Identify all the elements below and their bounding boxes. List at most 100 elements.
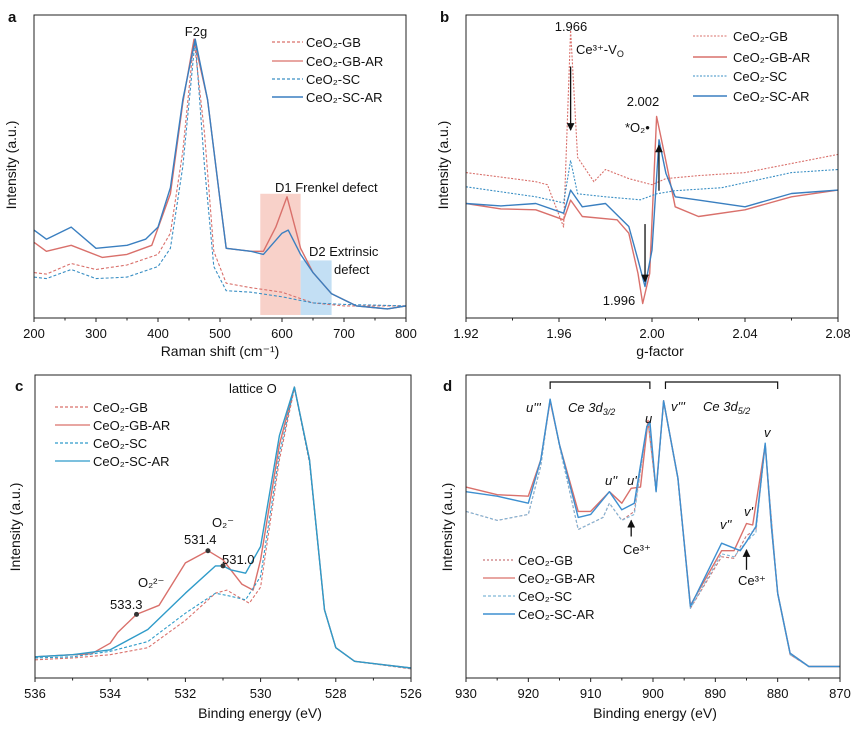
x-tick-label: 1.92 (453, 326, 478, 341)
x-tick-label: 536 (24, 686, 46, 701)
y-axis-title-b: Intensity (a.u.) (435, 121, 451, 210)
annotation-u: u (645, 411, 652, 426)
annotation-superoxide: *O₂• (625, 120, 650, 135)
annotation-v: v (764, 425, 772, 440)
annotation-ce-3d32-sub: 3/2 (603, 407, 616, 417)
legend-label: CeO₂-SC (733, 69, 787, 84)
x-tick-label: 526 (400, 686, 422, 701)
annotation-531-4: 531.4 (184, 532, 217, 547)
annotation-u2: u'' (605, 473, 618, 488)
x-tick-label: 500 (209, 326, 231, 341)
x-tick-label: 1.96 (546, 326, 571, 341)
legend-label: CeO₂-GB-AR (733, 50, 810, 65)
legend-label: CeO₂-SC-AR (93, 454, 170, 469)
series-line-ceo-sc-ar (33, 38, 407, 310)
x-tick-label: 700 (333, 326, 355, 341)
panel-label-b: b (440, 9, 449, 26)
annotation-v1: v' (744, 504, 754, 519)
x-axis-title-d: Binding energy (eV) (593, 705, 717, 721)
series-line-ceo-gb (33, 38, 406, 307)
legend-label: CeO₂-GB-AR (518, 571, 595, 586)
series-line-ceo-sc (34, 386, 412, 669)
x-tick-label: 920 (517, 686, 539, 701)
x-tick-label: 200 (23, 326, 45, 341)
annotation-ce3-b: Ce³⁺ (738, 573, 766, 588)
legend-d: CeO₂-GB CeO₂-GB-AR CeO₂-SC CeO₂-SC-AR (483, 553, 595, 622)
plot-area-c: 536 534 532 530 528 526 (24, 374, 422, 701)
x-axis-title-c: Binding energy (eV) (198, 705, 322, 721)
x-tick-label: 300 (85, 326, 107, 341)
legend-label: CeO₂-SC (518, 589, 572, 604)
x-tick-label: 400 (147, 326, 169, 341)
x-axis-title-b: g-factor (636, 343, 684, 359)
legend-c: CeO₂-GB CeO₂-GB-AR CeO₂-SC CeO₂-SC-AR (55, 400, 170, 469)
plot-area-d: 930 920 910 900 890 880 870 (455, 374, 851, 701)
annotation-ce-3d52-sub: 5/2 (738, 406, 751, 416)
annotation-ce3-a: Ce³⁺ (623, 542, 651, 557)
legend-label: CeO₂-GB (733, 29, 788, 44)
x-tick-label: 2.00 (639, 326, 664, 341)
legend-label: CeO₂-GB (518, 553, 573, 568)
peak-marker (205, 548, 211, 554)
legend-label: CeO₂-GB-AR (93, 418, 170, 433)
annotation-d2-defect: defect (334, 262, 370, 277)
x-axis-title-a: Raman shift (cm⁻¹) (161, 343, 280, 359)
x-tick-label: 600 (271, 326, 293, 341)
annotation-2002: 2.002 (627, 94, 660, 109)
plot-area-b: 1.92 1.96 2.00 2.04 2.08 (453, 14, 851, 341)
series-line-ceo-sc-ar (465, 139, 839, 288)
series-line-ceo-gb-ar (465, 115, 839, 305)
annotation-d2: D2 Extrinsic (309, 244, 379, 259)
plot-frame (465, 374, 841, 679)
annotation-lattice-o: lattice O (229, 381, 277, 396)
legend-label: CeO₂-SC (93, 436, 147, 451)
y-axis-title-a: Intensity (a.u.) (3, 121, 19, 210)
legend-label: CeO₂-SC-AR (518, 607, 595, 622)
x-tick-label: 890 (704, 686, 726, 701)
x-tick-label: 2.04 (732, 326, 757, 341)
annotation-v2: v'' (720, 517, 732, 532)
annotation-1996: 1.996 (603, 293, 636, 308)
series-line-ceo-gb (465, 29, 839, 228)
x-tick-label: 900 (642, 686, 664, 701)
annotation-1966: 1.966 (555, 19, 588, 34)
x-tick-label: 800 (395, 326, 417, 341)
legend-b: CeO₂-GB CeO₂-GB-AR CeO₂-SC CeO₂-SC-AR (693, 29, 810, 104)
bracket-ce3d52 (664, 381, 779, 389)
x-tick-label: 910 (580, 686, 602, 701)
annotation-f2g: F2g (185, 24, 207, 39)
annotation-v3: v''' (671, 399, 685, 414)
annotation-ce3-vo: Ce³⁺-VO (576, 42, 624, 59)
x-tick-label: 528 (325, 686, 347, 701)
x-tick-label: 870 (829, 686, 851, 701)
x-tick-label: 2.08 (825, 326, 850, 341)
annotation-531-0: 531.0 (222, 552, 255, 567)
annotation-u1: u' (627, 473, 637, 488)
panel-label-a: a (8, 9, 17, 26)
x-tick-label: 930 (455, 686, 477, 701)
annotation-ce-3d52: Ce 3d5/2 (703, 399, 750, 416)
x-tick-label: 530 (250, 686, 272, 701)
series-line-ceo-sc-ar (465, 398, 840, 668)
annotation-u3: u''' (526, 400, 541, 415)
panel-label-d: d (443, 378, 452, 395)
annotation-ce3-vo-main: Ce³⁺-V (576, 42, 617, 57)
annotation-ce-3d52-main: Ce 3d (703, 399, 738, 414)
panel-label-c: c (15, 378, 23, 395)
legend-label: CeO₂-GB (306, 35, 361, 50)
y-axis-title-d: Intensity (a.u.) (439, 483, 455, 572)
x-tick-label: 532 (175, 686, 197, 701)
annotation-ce3-vo-sub: O (617, 49, 624, 59)
annotation-d1: D1 Frenkel defect (275, 180, 378, 195)
legend-label: CeO₂-SC (306, 72, 360, 87)
annotation-ce-3d32-main: Ce 3d (568, 400, 603, 415)
annotation-peroxide: O₂²⁻ (138, 575, 164, 590)
x-tick-label: 534 (99, 686, 121, 701)
peak-marker (134, 611, 140, 617)
bracket-ce3d32 (549, 381, 651, 389)
legend-label: CeO₂-GB-AR (306, 54, 383, 69)
legend-label: CeO₂-SC-AR (306, 90, 383, 105)
series-line-ceo-sc-ar (34, 386, 412, 669)
series-line-ceo-sc (465, 159, 839, 204)
